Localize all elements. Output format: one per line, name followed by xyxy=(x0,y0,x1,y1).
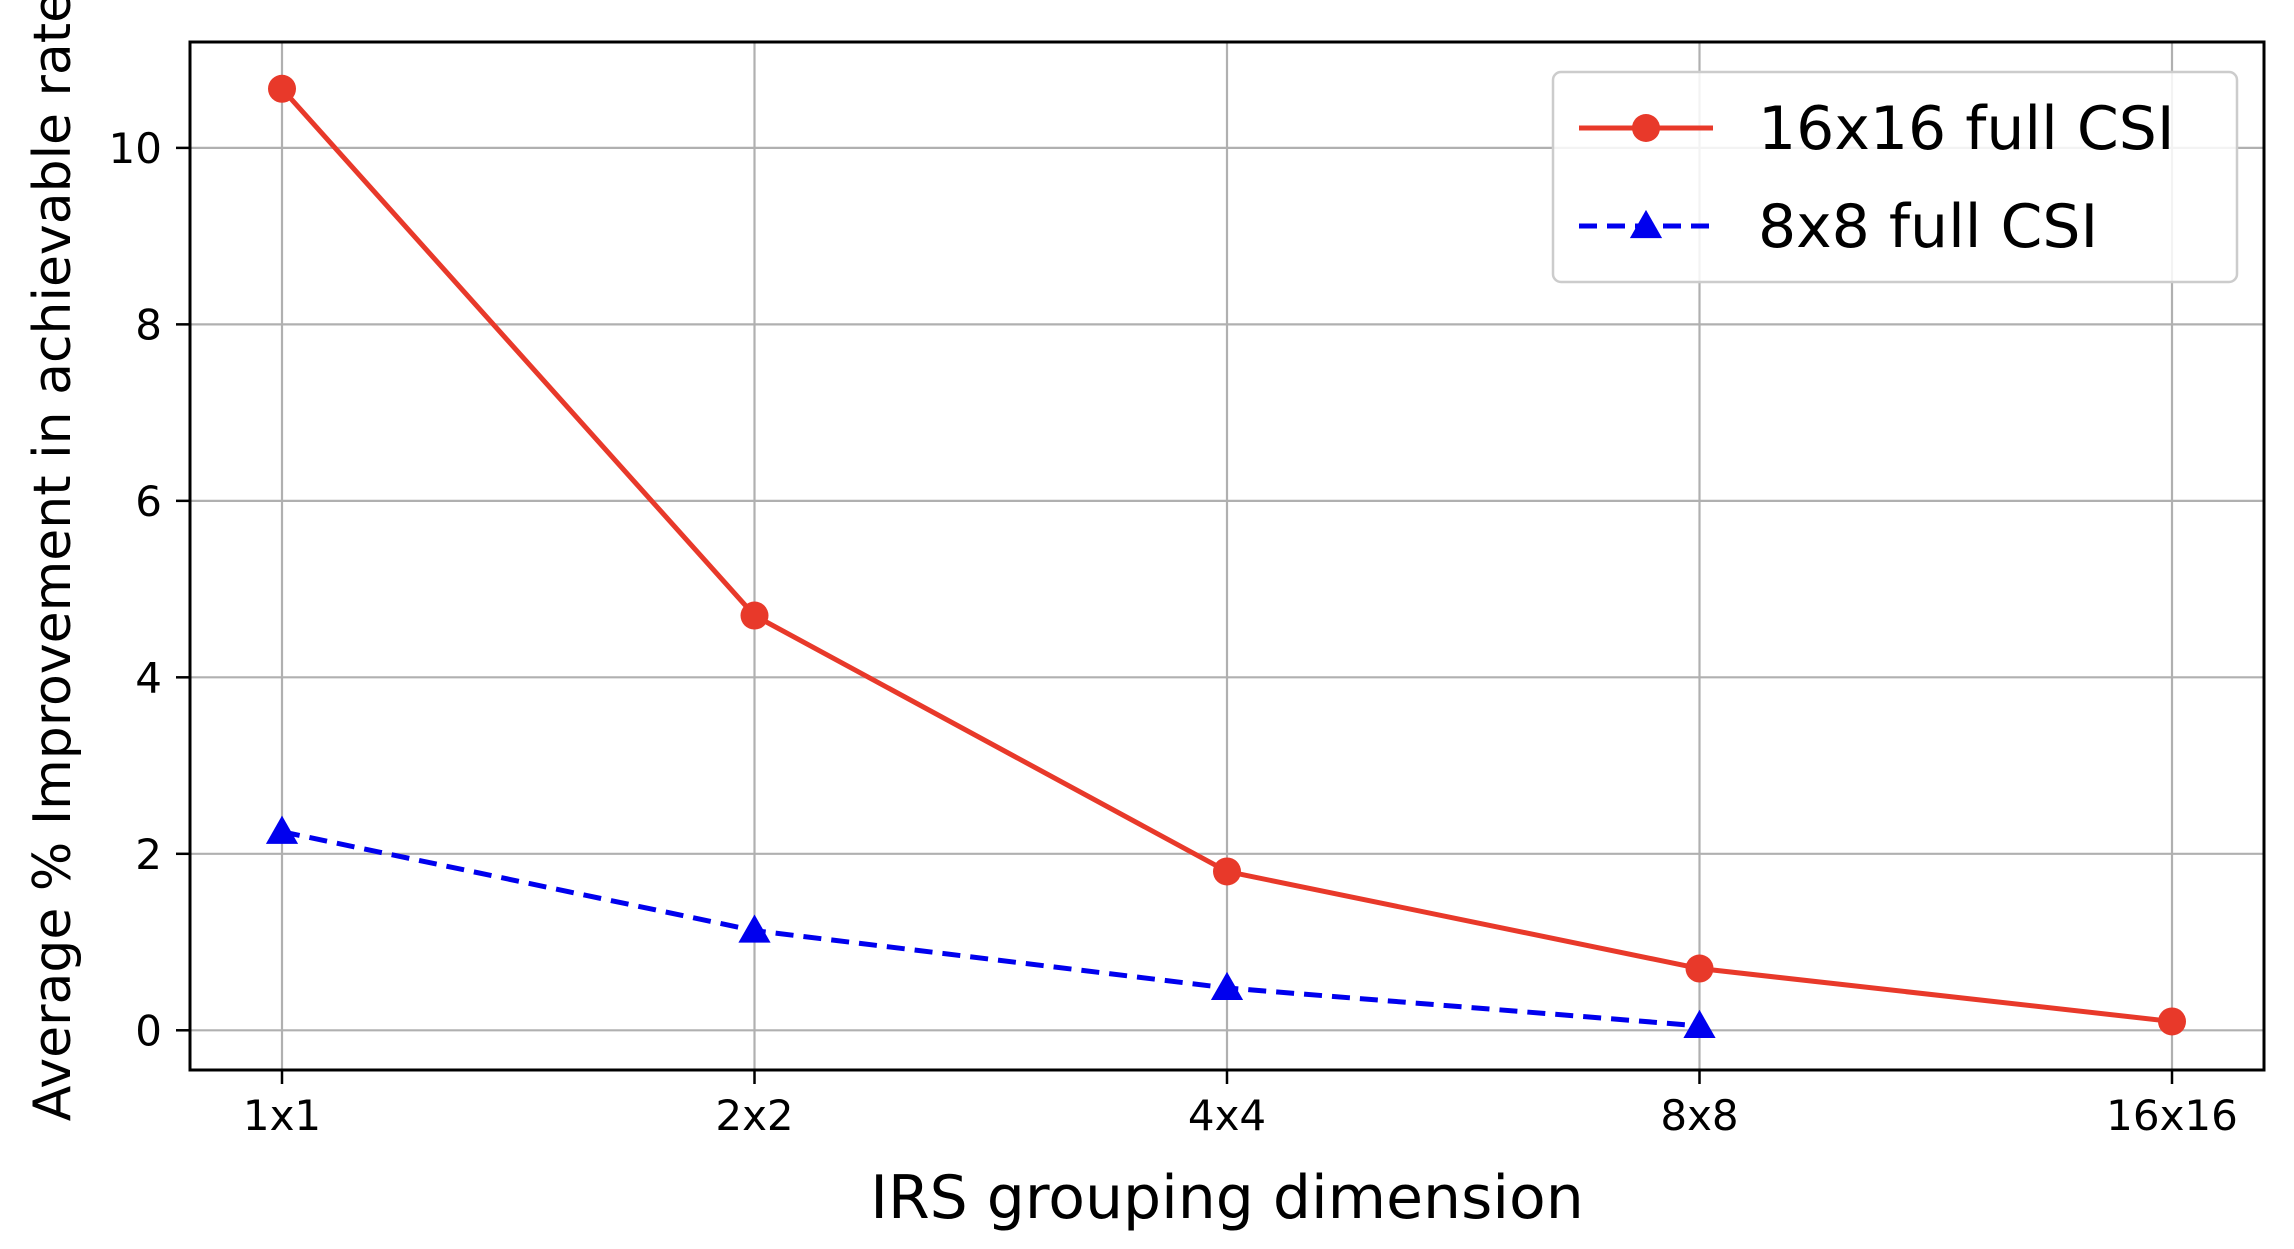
legend-item: 16x16 full CSI xyxy=(1579,94,2175,164)
data-point xyxy=(1683,1009,1716,1038)
legend-box xyxy=(1551,70,2239,284)
series-line xyxy=(281,829,1700,1029)
x-tick-label: 1x1 xyxy=(243,1091,321,1140)
y-tick-label: 4 xyxy=(135,653,162,702)
series-1 xyxy=(265,815,1716,1038)
grid xyxy=(190,42,2264,1070)
y-tick-label: 2 xyxy=(135,830,162,879)
y-tick-label: 10 xyxy=(109,124,162,173)
legend-item: 8x8 full CSI xyxy=(1579,192,2098,262)
data-point xyxy=(2158,1007,2186,1036)
series-layer xyxy=(265,74,2186,1038)
data-point xyxy=(268,74,296,103)
y-tick-label: 0 xyxy=(135,1006,162,1055)
legend-marker xyxy=(1632,114,1660,142)
x-tick-label: 2x2 xyxy=(715,1091,793,1140)
data-point xyxy=(1685,954,1714,983)
legend-marker xyxy=(1629,209,1663,239)
axis-ticks: 1x1 2x2 4x4 8x8 16x16 0 2 4 6 8 10 xyxy=(109,124,2238,1140)
series-0 xyxy=(268,74,2186,1036)
y-tick-label: 8 xyxy=(135,300,162,349)
legend-label: 16x16 full CSI xyxy=(1758,94,2175,164)
x-tick-label: 4x4 xyxy=(1188,1091,1266,1140)
data-point xyxy=(1213,857,1241,886)
data-point xyxy=(265,815,299,844)
x-tick-label: 8x8 xyxy=(1660,1091,1738,1140)
data-point xyxy=(738,914,771,943)
y-tick-label: 6 xyxy=(135,477,162,526)
legend: 16x16 full CSI 8x8 full CSI xyxy=(1551,70,2239,284)
x-tick-label: 16x16 xyxy=(2106,1091,2238,1140)
y-axis-title: Average % Improvement in achievable rate xyxy=(23,0,83,1121)
legend-label: 8x8 full CSI xyxy=(1758,192,2098,262)
x-axis-title: IRS grouping dimension xyxy=(870,1163,1583,1233)
data-point xyxy=(1210,971,1244,1001)
data-point xyxy=(740,601,769,630)
